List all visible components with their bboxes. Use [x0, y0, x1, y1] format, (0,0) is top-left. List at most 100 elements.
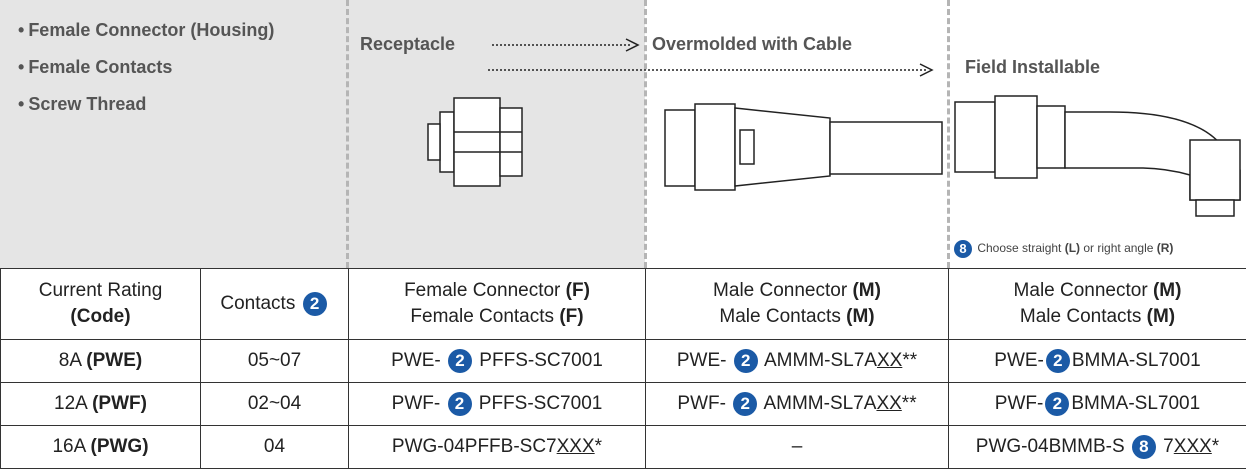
text-segment: PWF-	[677, 393, 732, 415]
divider	[346, 0, 349, 268]
text-segment: **	[901, 393, 917, 415]
text-segment: AMMM-SL7A	[759, 350, 877, 372]
text-segment: PWE-	[676, 350, 732, 372]
cell-line: PWF- 2 BMMA-SL7001	[951, 392, 1244, 416]
text-segment: (PWF)	[92, 393, 147, 414]
badge: 2	[1045, 392, 1070, 416]
text-segment: AMMM-SL7A	[759, 393, 877, 415]
table-row: 8A (PWE) 05~07 PWE- 2 PFFS-SC7001 PWE- 2 AM…	[0, 339, 1246, 383]
text-segment: PFFS-SC7001	[474, 350, 603, 372]
text-segment: (F)	[559, 306, 584, 327]
text-segment: 7	[1157, 436, 1174, 458]
header-cell: Female Connector (F) Female Contacts (F)	[348, 268, 646, 340]
cell-line: Female Connector (F)	[351, 278, 643, 304]
text-segment: (M)	[1152, 280, 1182, 301]
overmolded-label: Overmolded with Cable	[652, 34, 853, 54]
header-cell: Contacts 2	[200, 268, 349, 340]
text-segment: 05~07	[247, 350, 302, 371]
text-segment: *	[1211, 436, 1220, 458]
header-cell: Male Connector (M) Male Contacts (M)	[948, 268, 1246, 340]
text-segment: (M)	[846, 306, 875, 327]
badge: 2	[302, 291, 327, 316]
cell-line: –	[648, 436, 946, 458]
cell-line: Male Connector (M)	[648, 278, 946, 304]
cell-line: PWF- 2 AMMM-SL7AXX**	[648, 392, 946, 416]
text-segment: PWG-04BMMB-S	[975, 436, 1130, 458]
text-segment: Male Connector	[1013, 280, 1153, 301]
badge: 8	[1131, 435, 1156, 459]
table-row: 12A (PWF) 02~04 PWF- 2 PFFS-SC7001 PWF- 2 A…	[0, 382, 1246, 426]
cell-line: (Code)	[3, 304, 198, 330]
text-segment: (PWE)	[86, 350, 143, 371]
text-segment: Male Connector	[713, 280, 853, 301]
field-label: Field Installable	[965, 57, 1101, 77]
divider	[644, 0, 647, 268]
text-segment: Male Contacts	[719, 306, 847, 327]
cell-line: 02~04	[203, 393, 346, 415]
divider	[947, 0, 950, 268]
table-cell: 12A (PWF)	[0, 382, 201, 426]
text-segment: 8A	[58, 350, 87, 371]
table-cell: –	[645, 425, 949, 469]
table-cell: PWF- 2 BMMA-SL7001	[948, 382, 1246, 426]
text-segment: (M)	[852, 280, 881, 301]
text-segment: BMMA-SL7001	[1071, 350, 1201, 372]
table-cell: 16A (PWG)	[0, 425, 201, 469]
text-segment: (M)	[1146, 306, 1176, 327]
text-segment: *	[594, 436, 603, 457]
note: 8 Choose straight (L) or right angle (R)	[952, 240, 1173, 258]
cell-line: 05~07	[203, 350, 346, 372]
text-segment: PFFS-SC7001	[473, 393, 603, 415]
cell-line: 04	[203, 436, 346, 458]
table-cell: 02~04	[200, 382, 349, 426]
badge: 2	[447, 392, 472, 416]
table-row: 16A (PWG) 04 PWG-04PFFB-SC7XXX* – PWG-04BMMB…	[0, 425, 1246, 469]
text-segment: XXX	[1173, 436, 1212, 458]
text-segment: 02~04	[247, 393, 302, 414]
bullet-item: Female Contacts	[18, 57, 274, 78]
header-row: Current Rating (Code) Contacts 2 Female Con…	[0, 268, 1246, 340]
table-cell: 05~07	[200, 339, 349, 383]
badge: 2	[448, 349, 473, 373]
cell-line: PWE- 2 PFFS-SC7001	[351, 349, 643, 373]
text-segment: (L)	[1064, 241, 1081, 256]
badge: 2	[733, 349, 758, 373]
cell-line: PWE- 2 BMMA-SL7001	[951, 349, 1244, 373]
table-cell: PWE- 2 PFFS-SC7001	[348, 339, 646, 383]
cell-line: Male Connector (M)	[951, 278, 1244, 304]
text-segment: XX	[876, 350, 903, 372]
table-cell: PWG-04PFFB-SC7XXX*	[348, 425, 646, 469]
text-segment: Contacts	[220, 293, 301, 314]
text-segment: PWE-	[994, 350, 1044, 372]
cell-line: 16A (PWG)	[3, 436, 198, 458]
header-cell: Current Rating (Code)	[0, 268, 201, 340]
text-segment: (F)	[565, 280, 590, 301]
text-segment: Female Connector	[404, 280, 566, 301]
cell-line: Current Rating	[3, 278, 198, 304]
cell-line: 12A (PWF)	[3, 393, 198, 415]
table-cell: PWG-04BMMB-S 8 7XXX*	[948, 425, 1246, 469]
table-cell: PWE- 2 BMMA-SL7001	[948, 339, 1246, 383]
text-segment: (R)	[1156, 241, 1174, 256]
table-cell: PWF- 2 AMMM-SL7AXX**	[645, 382, 949, 426]
text-segment: Male Contacts	[1019, 306, 1147, 327]
text-segment: PWF-	[994, 393, 1044, 415]
table-cell: 04	[200, 425, 349, 469]
text-segment: 16A	[52, 436, 91, 457]
badge: 2	[1045, 349, 1070, 373]
cell-line: PWF- 2 PFFS-SC7001	[351, 392, 643, 416]
illustration-area: Female Connector (Housing) Female Contact…	[0, 0, 1246, 268]
text-segment: Choose straight	[974, 241, 1065, 256]
text-segment: –	[791, 436, 803, 457]
cell-line: Contacts 2	[203, 291, 346, 317]
header-cell: Male Connector (M) Male Contacts (M)	[645, 268, 949, 340]
cell-line: PWG-04PFFB-SC7XXX*	[351, 436, 643, 458]
text-segment: PWG-04PFFB-SC7	[391, 436, 557, 457]
text-segment: Female Contacts	[410, 306, 560, 327]
text-segment: (Code)	[70, 306, 131, 327]
text-segment: 12A	[54, 393, 93, 414]
table-cell: PWF- 2 PFFS-SC7001	[348, 382, 646, 426]
bullet-item: Screw Thread	[18, 94, 274, 115]
badge: 8	[954, 240, 972, 258]
